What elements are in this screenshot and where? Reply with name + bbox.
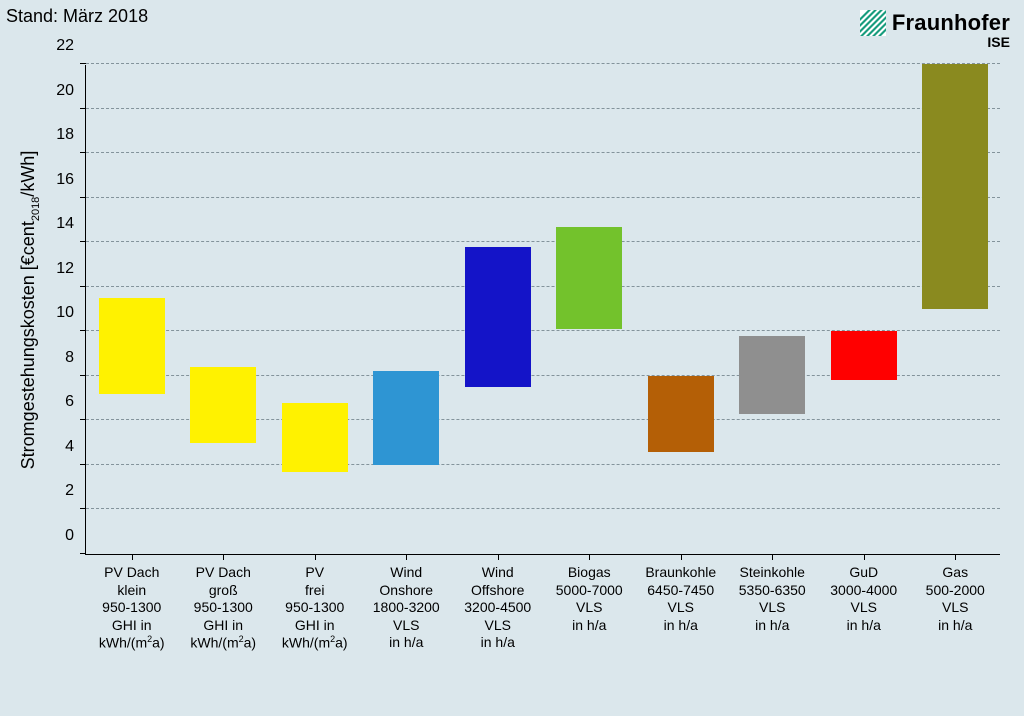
x-axis-label: WindOnshore1800-3200VLSin h/a bbox=[361, 554, 453, 652]
ytick-label: 16 bbox=[56, 171, 86, 189]
ytick-mark bbox=[80, 286, 86, 287]
ytick-mark bbox=[80, 197, 86, 198]
ytick-label: 18 bbox=[56, 126, 86, 144]
ytick-label: 12 bbox=[56, 260, 86, 278]
y-axis-label: Stromgestehungskosten [€cent2018/kWh] bbox=[18, 151, 42, 470]
gridline bbox=[86, 508, 1000, 509]
ytick-mark bbox=[80, 330, 86, 331]
fraunhofer-mark-icon bbox=[860, 10, 886, 36]
logo-row: Fraunhofer bbox=[860, 10, 1010, 36]
ytick-mark bbox=[80, 375, 86, 376]
gridline bbox=[86, 197, 1000, 198]
ytick-label: 22 bbox=[56, 37, 86, 55]
ytick-mark bbox=[80, 152, 86, 153]
gridline bbox=[86, 464, 1000, 465]
x-axis-label: Biogas5000-7000VLSin h/a bbox=[544, 554, 636, 634]
x-axis-label: Braunkohle6450-7450VLSin h/a bbox=[635, 554, 727, 634]
ytick-label: 2 bbox=[65, 482, 86, 500]
cost-bar bbox=[831, 331, 897, 380]
logo-text: Fraunhofer bbox=[892, 10, 1010, 36]
ytick-label: 8 bbox=[65, 349, 86, 367]
cost-bar bbox=[373, 371, 439, 465]
cost-bar bbox=[282, 403, 348, 472]
gridline bbox=[86, 241, 1000, 242]
ytick-mark bbox=[80, 63, 86, 64]
ytick-mark bbox=[80, 241, 86, 242]
cost-bar bbox=[556, 227, 622, 329]
cost-bar bbox=[190, 367, 256, 443]
ytick-mark bbox=[80, 108, 86, 109]
ytick-label: 14 bbox=[56, 215, 86, 233]
fraunhofer-logo: Fraunhofer ISE bbox=[860, 10, 1010, 50]
ytick-mark bbox=[80, 508, 86, 509]
gridline bbox=[86, 63, 1000, 64]
gridline bbox=[86, 152, 1000, 153]
cost-bar bbox=[739, 336, 805, 414]
x-axis-label: WindOffshore3200-4500VLSin h/a bbox=[452, 554, 544, 652]
x-axis-label: PVfrei950-1300GHI inkWh/(m2a) bbox=[269, 554, 361, 652]
x-axis-label: Gas500-2000VLSin h/a bbox=[910, 554, 1002, 634]
ytick-mark bbox=[80, 419, 86, 420]
ytick-mark bbox=[80, 464, 86, 465]
cost-bar bbox=[99, 298, 165, 394]
cost-bar bbox=[922, 64, 988, 309]
ytick-label: 4 bbox=[65, 438, 86, 456]
plot-area: 0246810121416182022PV Dachklein950-1300G… bbox=[85, 65, 1000, 555]
cost-bar bbox=[648, 376, 714, 452]
ytick-label: 0 bbox=[65, 527, 86, 545]
ytick-label: 10 bbox=[56, 304, 86, 322]
x-axis-label: Steinkohle5350-6350VLSin h/a bbox=[727, 554, 819, 634]
gridline bbox=[86, 286, 1000, 287]
chart-page: Stand: März 2018 Fraunhofer bbox=[0, 0, 1024, 716]
x-axis-label: GuD3000-4000VLSin h/a bbox=[818, 554, 910, 634]
stand-date: Stand: März 2018 bbox=[6, 6, 148, 27]
ytick-label: 20 bbox=[56, 82, 86, 100]
logo-subtext: ISE bbox=[860, 34, 1010, 50]
x-axis-label: PV Dachgroß950-1300GHI inkWh/(m2a) bbox=[178, 554, 270, 652]
gridline bbox=[86, 108, 1000, 109]
ytick-label: 6 bbox=[65, 393, 86, 411]
x-axis-label: PV Dachklein950-1300GHI inkWh/(m2a) bbox=[86, 554, 178, 652]
cost-bar bbox=[465, 247, 531, 387]
